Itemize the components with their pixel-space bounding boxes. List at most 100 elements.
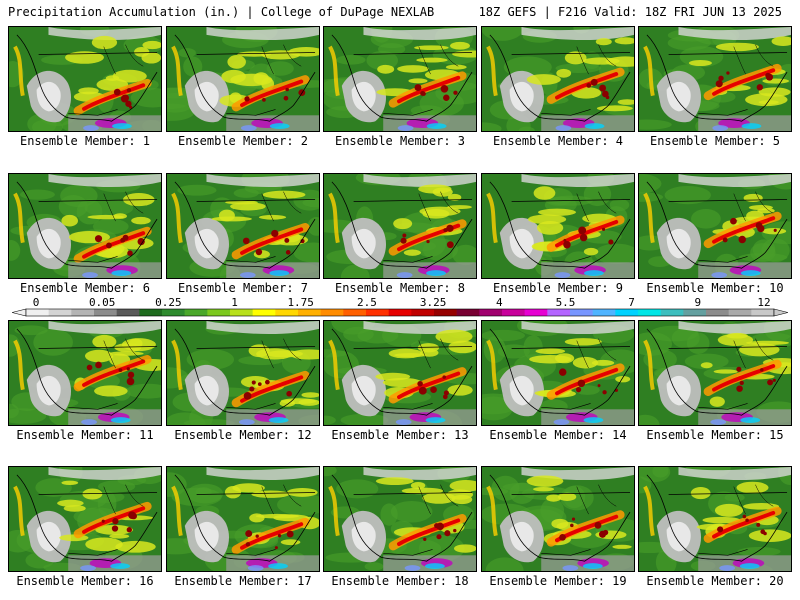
colorbar-swatch	[638, 309, 661, 316]
colorbar-swatch	[116, 309, 140, 316]
ensemble-member-label: Ensemble Member: 9	[492, 281, 624, 295]
ensemble-member-label: Ensemble Member: 8	[334, 281, 466, 295]
precip-map-graphic	[482, 321, 634, 425]
precip-map	[323, 466, 477, 572]
precip-map	[8, 26, 162, 132]
ensemble-member-label: Ensemble Member: 3	[334, 134, 466, 148]
colorbar-tick-label: 7	[628, 296, 635, 309]
ensemble-member-label: Ensemble Member: 2	[177, 134, 309, 148]
ensemble-member-label: Ensemble Member: 19	[489, 574, 627, 588]
colorbar-tick-label: 4	[496, 296, 503, 309]
precip-map-graphic	[9, 467, 161, 571]
product-title: Precipitation Accumulation (in.) | Colle…	[8, 5, 435, 19]
colorbar-tick-label: 12	[757, 296, 770, 309]
colorbar-swatch	[728, 309, 752, 316]
precip-map-graphic	[167, 467, 319, 571]
precip-map-graphic	[9, 27, 161, 131]
colorbar-tick-label: 2.5	[357, 296, 377, 309]
colorbar-swatch	[139, 309, 163, 316]
model-valid-time: 18Z GEFS | F216 Valid: 18Z FRI JUN 13 20…	[478, 5, 782, 19]
precip-map-graphic	[482, 467, 634, 571]
ensemble-panel: Ensemble Member: 9	[481, 173, 635, 295]
ensemble-member-label: Ensemble Member: 6	[19, 281, 151, 295]
precip-map	[323, 320, 477, 426]
colorbar-swatch	[388, 309, 412, 316]
precip-map-graphic	[167, 27, 319, 131]
colorbar-swatch	[592, 309, 616, 316]
ensemble-panel: Ensemble Member: 17	[166, 466, 320, 588]
colorbar-tick-label: 5.5	[556, 296, 576, 309]
precip-map	[481, 173, 635, 279]
colorbar-tick-label: 0	[33, 296, 40, 309]
colorbar-tick-label: 3.25	[420, 296, 447, 309]
precip-map-graphic	[639, 27, 791, 131]
ensemble-member-label: Ensemble Member: 14	[489, 428, 627, 442]
colorbar-swatch	[184, 309, 208, 316]
precip-map	[638, 173, 792, 279]
precip-map-graphic	[482, 174, 634, 278]
ensemble-panel: Ensemble Member: 19	[481, 466, 635, 588]
precip-map-graphic	[9, 321, 161, 425]
ensemble-member-label: Ensemble Member: 5	[649, 134, 781, 148]
colorbar-swatch	[706, 309, 729, 316]
header: Precipitation Accumulation (in.) | Colle…	[0, 0, 800, 26]
ensemble-panel: Ensemble Member: 12	[166, 320, 320, 442]
colorbar-swatch	[456, 309, 480, 316]
colorbar-swatch	[411, 309, 435, 316]
colorbar-swatch	[683, 309, 707, 316]
precip-colorbar: 0 0.05 0.25 1 1.75 2.5 3.25 4 5.5 7 9 12	[12, 296, 788, 320]
precip-map	[638, 320, 792, 426]
colorbar-swatch	[207, 309, 231, 316]
colorbar-swatch	[502, 309, 525, 316]
precip-map	[638, 26, 792, 132]
ensemble-panel: Ensemble Member: 6	[8, 173, 162, 295]
precip-map	[166, 173, 320, 279]
ensemble-panel: Ensemble Member: 1	[8, 26, 162, 148]
ensemble-member-label: Ensemble Member: 12	[174, 428, 312, 442]
precip-map	[481, 320, 635, 426]
ensemble-panel: Ensemble Member: 11	[8, 320, 162, 442]
ensemble-panel: Ensemble Member: 16	[8, 466, 162, 588]
colorbar-tick-label: 0.25	[155, 296, 182, 309]
ensemble-panel: Ensemble Member: 4	[481, 26, 635, 148]
precip-map-graphic	[167, 321, 319, 425]
precip-map-graphic	[9, 174, 161, 278]
colorbar-swatch	[547, 309, 571, 316]
precip-map	[8, 466, 162, 572]
ensemble-panel: Ensemble Member: 14	[481, 320, 635, 442]
ensemble-panel: Ensemble Member: 20	[638, 466, 792, 588]
ensemble-panel: Ensemble Member: 5	[638, 26, 792, 148]
precip-map-graphic	[324, 174, 476, 278]
ensemble-panel: Ensemble Member: 10	[638, 173, 792, 295]
colorbar-tick-label: 1.75	[287, 296, 314, 309]
ensemble-member-label: Ensemble Member: 11	[16, 428, 154, 442]
precip-map-graphic	[639, 174, 791, 278]
precip-map-graphic	[482, 27, 634, 131]
precip-map-graphic	[639, 467, 791, 571]
ensemble-member-label: Ensemble Member: 15	[646, 428, 784, 442]
ensemble-member-label: Ensemble Member: 13	[331, 428, 469, 442]
precip-map	[323, 26, 477, 132]
colorbar-swatch	[343, 309, 367, 316]
colorbar-tick-label: 1	[231, 296, 238, 309]
ensemble-panel: Ensemble Member: 8	[323, 173, 477, 295]
precip-map-graphic	[324, 467, 476, 571]
ensemble-panel: Ensemble Member: 7	[166, 173, 320, 295]
colorbar-swatch	[320, 309, 344, 316]
ensemble-member-label: Ensemble Member: 17	[174, 574, 312, 588]
precip-map	[8, 320, 162, 426]
colorbar-swatch	[615, 309, 639, 316]
precip-map-graphic	[324, 27, 476, 131]
precip-map	[166, 320, 320, 426]
colorbar-swatch	[751, 309, 775, 316]
colorbar-swatch	[524, 309, 548, 316]
colorbar-swatch	[162, 309, 185, 316]
precip-map	[323, 173, 477, 279]
ensemble-panel: Ensemble Member: 15	[638, 320, 792, 442]
colorbar-swatch	[252, 309, 276, 316]
precip-map	[481, 26, 635, 132]
ensemble-member-label: Ensemble Member: 20	[646, 574, 784, 588]
ensemble-panel: Ensemble Member: 13	[323, 320, 477, 442]
colorbar-left-arrow	[12, 308, 27, 317]
